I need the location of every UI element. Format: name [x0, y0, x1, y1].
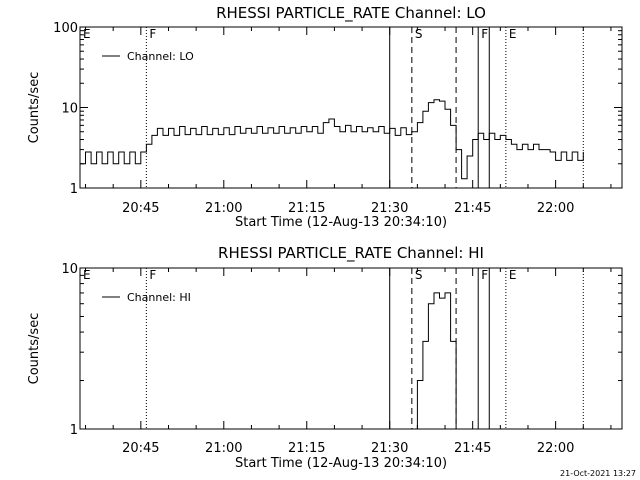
chart-title: RHESSI PARTICLE_RATE Channel: LO — [216, 4, 486, 23]
x-tick-label: 21:30 — [371, 441, 408, 456]
x-tick-label: 21:15 — [288, 201, 325, 216]
x-tick-label: 20:45 — [122, 201, 159, 216]
x-tick-label: 20:45 — [122, 441, 159, 456]
x-tick-label: 21:00 — [205, 201, 242, 216]
y-tick-label: 1 — [70, 182, 78, 197]
x-tick-label: 21:00 — [205, 441, 242, 456]
event-marker-label: F — [481, 27, 488, 41]
legend: Channel: LO — [102, 50, 194, 63]
series-line-channel-lo — [80, 99, 584, 180]
event-marker-label: E — [83, 27, 91, 41]
legend-label: Channel: LO — [127, 50, 194, 63]
x-tick-label: 21:30 — [371, 201, 408, 216]
x-tick-label: 22:00 — [537, 441, 574, 456]
event-marker-label: E — [509, 268, 517, 282]
y-tick-label: 100 — [53, 21, 78, 36]
legend: Channel: HI — [102, 291, 191, 304]
x-axis-label: Start Time (12-Aug-13 20:34:10) — [235, 456, 447, 471]
y-axis-label: Counts/sec — [27, 313, 42, 385]
x-tick-label: 22:00 — [537, 201, 574, 216]
chart-title: RHESSI PARTICLE_RATE Channel: HI — [218, 244, 484, 263]
chart-hi-channel: RHESSI PARTICLE_RATE Channel: HI E F S F E 2… — [27, 244, 623, 471]
footer-timestamp: 21-Oct-2021 13:27 — [560, 469, 636, 478]
plot-frame — [79, 267, 623, 430]
chart-lo-channel: RHESSI PARTICLE_RATE Channel: LO E F S F E 2… — [27, 4, 623, 230]
event-marker-label: E — [509, 27, 517, 41]
event-marker-label: F — [481, 268, 488, 282]
series-layer — [80, 99, 584, 180]
series-layer — [416, 292, 457, 429]
event-marker-label: F — [149, 27, 156, 41]
y-tick-label: 10 — [61, 102, 78, 117]
axes: 20:45 21:00 21:15 21:30 21:45 22:00 1 10 — [61, 262, 622, 456]
y-tick-label: 1 — [70, 423, 78, 438]
event-marker-label: S — [415, 27, 423, 41]
y-tick-label: 10 — [61, 262, 78, 277]
series-line-channel-hi — [416, 292, 457, 429]
x-tick-label: 21:15 — [288, 441, 325, 456]
event-marker-label: F — [149, 268, 156, 282]
x-tick-label: 21:45 — [454, 441, 491, 456]
x-tick-label: 21:45 — [454, 201, 491, 216]
x-axis-label: Start Time (12-Aug-13 20:34:10) — [235, 215, 447, 230]
event-marker-label: S — [415, 268, 423, 282]
axes: 20:45 21:00 21:15 21:30 21:45 22:00 1 10 100 — [53, 21, 622, 216]
legend-label: Channel: HI — [127, 291, 191, 304]
event-marker-label: E — [83, 268, 91, 282]
y-axis-label: Counts/sec — [27, 72, 42, 144]
